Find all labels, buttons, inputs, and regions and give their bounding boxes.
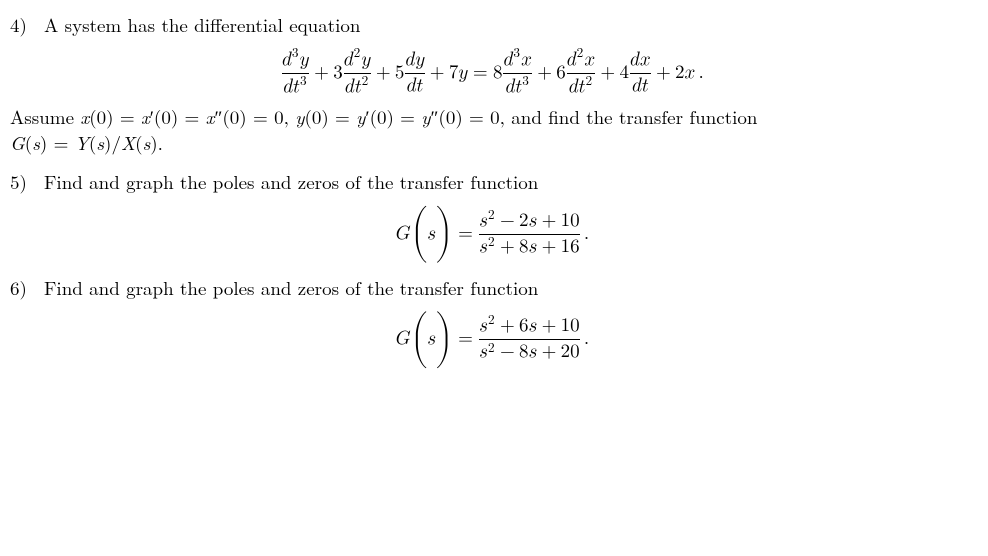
problem-4-body: A system has the differential equation [44, 12, 978, 38]
problem-4-followup: Assume x(0) = x′(0) = x″(0) = 0, y(0) = … [10, 104, 978, 155]
problem-6-equation: G(s)=s2+6s+10s2−8s+20. [10, 310, 978, 368]
problem-5-intro: Find and graph the poles and zeros of th… [44, 168, 538, 195]
problem-6-body: Find and graph the poles and zeros of th… [44, 275, 978, 301]
problem-4: 4) A system has the differential equatio… [10, 12, 978, 38]
problem-5-number: 5) [10, 169, 44, 195]
problem-6: 6) Find and graph the poles and zeros of… [10, 275, 978, 301]
problem-4-number: 4) [10, 12, 44, 38]
problem-5-body: Find and graph the poles and zeros of th… [44, 169, 978, 195]
problem-5: 5) Find and graph the poles and zeros of… [10, 169, 978, 195]
problem-5-equation: G(s)=s2−2s+10s2+8s+16. [10, 205, 978, 263]
problem-4-equation: d3ydt3+3d2ydt2+5dydt+7y=8d3xdt3+6d2xdt2+… [10, 48, 978, 92]
problem-6-intro: Find and graph the poles and zeros of th… [44, 274, 538, 301]
problem-4-intro: A system has the differential equation [44, 11, 360, 38]
problem-6-number: 6) [10, 275, 44, 301]
